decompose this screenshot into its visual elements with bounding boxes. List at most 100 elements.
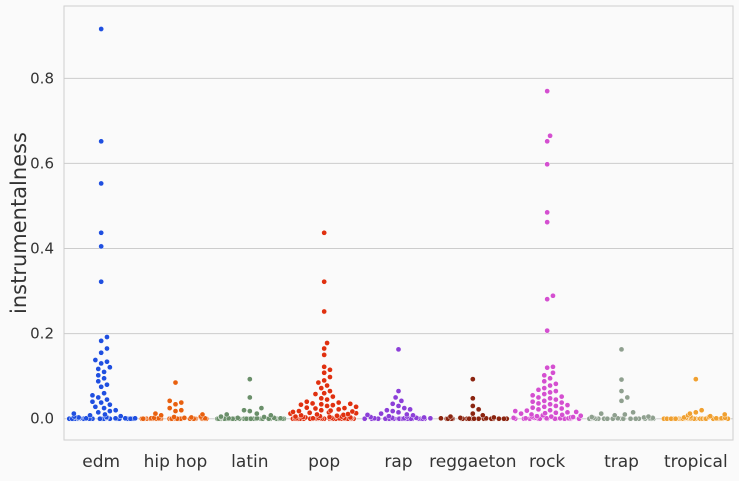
data-point (480, 413, 485, 418)
data-point (322, 352, 327, 357)
data-point (319, 385, 324, 390)
data-point (408, 407, 413, 412)
data-point (254, 411, 259, 416)
data-point (542, 411, 547, 416)
data-point (547, 376, 552, 381)
data-point (99, 338, 104, 343)
data-point (118, 414, 123, 419)
data-point (324, 340, 329, 345)
y-tick-label: 0.8 (30, 69, 54, 87)
data-point (316, 380, 321, 385)
data-point (327, 388, 332, 393)
data-point (93, 357, 98, 362)
data-point (589, 414, 594, 419)
data-point (104, 397, 109, 402)
data-point (324, 403, 329, 408)
data-point (99, 181, 104, 186)
data-point (167, 405, 172, 410)
data-point (550, 293, 555, 298)
data-point (612, 413, 617, 418)
data-point (491, 415, 496, 420)
data-point (547, 133, 552, 138)
data-point (322, 370, 327, 375)
data-point (560, 412, 565, 417)
data-point (542, 385, 547, 390)
data-point (599, 411, 604, 416)
data-point (319, 402, 324, 407)
data-point (247, 395, 252, 400)
data-point (559, 406, 564, 411)
data-point (396, 347, 401, 352)
data-point (513, 408, 518, 413)
data-point (322, 391, 327, 396)
data-point (322, 230, 327, 235)
data-point (350, 409, 355, 414)
data-point (536, 407, 541, 412)
data-point (421, 415, 426, 420)
y-tick-label: 0.0 (30, 410, 54, 428)
data-point (101, 391, 106, 396)
data-point (99, 361, 104, 366)
data-point (545, 365, 550, 370)
category-label: rock (529, 452, 565, 472)
data-point (104, 346, 109, 351)
data-point (87, 413, 92, 418)
data-point (458, 415, 463, 420)
data-point (247, 408, 252, 413)
data-point (542, 379, 547, 384)
data-point (268, 413, 273, 418)
data-point (235, 415, 240, 420)
data-point (386, 414, 391, 419)
data-point (536, 387, 541, 392)
category-labels: edm hip hop latin pop rap reggaeton rock trap tr… (82, 452, 727, 472)
data-point (722, 412, 727, 417)
data-point (550, 364, 555, 369)
data-point (353, 404, 358, 409)
data-point (496, 416, 501, 421)
data-point (334, 413, 339, 418)
data-point (173, 402, 178, 407)
data-point (99, 139, 104, 144)
data-point (200, 412, 205, 417)
data-point (545, 220, 550, 225)
data-point (545, 139, 550, 144)
category-label: reggaeton (429, 452, 516, 472)
data-point (410, 413, 415, 418)
data-point (628, 416, 633, 421)
data-point (693, 377, 698, 382)
data-point (167, 398, 172, 403)
data-point (619, 388, 624, 393)
data-point (104, 359, 109, 364)
data-point (518, 411, 523, 416)
data-point (96, 379, 101, 384)
data-point (470, 377, 475, 382)
data-point (107, 402, 112, 407)
data-point (328, 408, 333, 413)
category-label: latin (231, 452, 268, 472)
data-point (574, 409, 579, 414)
data-point (673, 416, 678, 421)
data-point (96, 410, 101, 415)
data-point (530, 393, 535, 398)
data-point (307, 410, 312, 415)
data-point (179, 400, 184, 405)
data-point (542, 398, 547, 403)
y-tick-label: 0.6 (30, 154, 54, 172)
data-point (113, 408, 118, 413)
data-point (101, 405, 106, 410)
data-point (545, 162, 550, 167)
data-point (542, 404, 547, 409)
data-point (259, 405, 264, 410)
data-point (90, 399, 95, 404)
data-point (173, 408, 178, 413)
data-point (327, 414, 332, 419)
data-point (396, 388, 401, 393)
data-point (330, 394, 335, 399)
data-point (553, 410, 558, 415)
data-point (530, 405, 535, 410)
plot-area (64, 6, 733, 440)
category-label: hip hop (144, 452, 208, 472)
data-point (310, 401, 315, 406)
data-point (261, 414, 266, 419)
